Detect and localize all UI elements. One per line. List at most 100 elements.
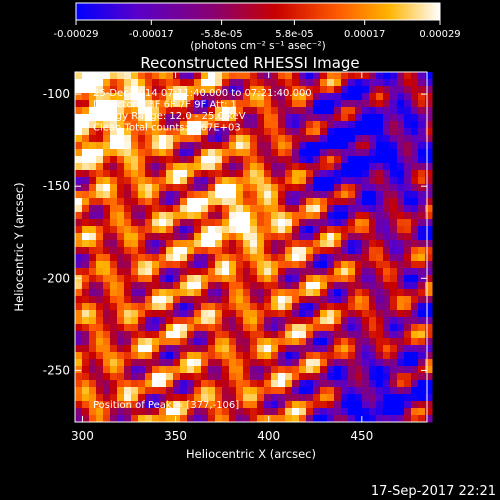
heatmap-cell (187, 205, 195, 213)
heatmap-cell (243, 317, 251, 325)
heatmap-cell (208, 331, 216, 339)
heatmap-cell (278, 86, 286, 94)
heatmap-cell (89, 93, 97, 101)
heatmap-cell (89, 156, 97, 164)
heatmap-cell (376, 233, 384, 241)
heatmap-cell (82, 387, 90, 395)
colorbar-tick-label: 0.00029 (419, 29, 460, 40)
heatmap-cell (103, 100, 111, 108)
heatmap-cell (201, 331, 209, 339)
heatmap-cell (327, 191, 335, 199)
heatmap-cell (292, 93, 300, 101)
heatmap-cell (362, 303, 370, 311)
heatmap-cell (306, 233, 314, 241)
heatmap-cell (82, 135, 90, 143)
heatmap-cell (425, 324, 433, 332)
heatmap-cell (299, 156, 307, 164)
heatmap-cell (257, 121, 265, 129)
heatmap-cell (404, 79, 412, 87)
heatmap-cell (208, 387, 216, 395)
heatmap-cell (292, 415, 300, 423)
heatmap-cell (250, 275, 258, 283)
heatmap-cell (173, 247, 181, 255)
heatmap-cell (383, 345, 391, 353)
heatmap-cell (390, 93, 398, 101)
heatmap-cell (222, 324, 230, 332)
heatmap-cell (285, 387, 293, 395)
heatmap-cell (292, 310, 300, 318)
heatmap-cell (369, 128, 377, 136)
heatmap-cell (362, 72, 370, 80)
heatmap-cell (348, 408, 356, 416)
heatmap-cell (145, 79, 153, 87)
heatmap-cell (425, 394, 433, 402)
heatmap-cell (96, 387, 104, 395)
colorbar-tick-label: -0.00029 (54, 29, 99, 40)
heatmap-cell (292, 373, 300, 381)
heatmap-cell (264, 219, 272, 227)
heatmap-cell (327, 135, 335, 143)
heatmap-cell (390, 317, 398, 325)
heatmap-cell (257, 317, 265, 325)
heatmap-cell (145, 352, 153, 360)
heatmap-cell (383, 233, 391, 241)
heatmap-cell (159, 135, 167, 143)
heatmap-cell (369, 268, 377, 276)
heatmap-cell (362, 142, 370, 150)
heatmap-cell (404, 219, 412, 227)
heatmap-cell (292, 408, 300, 416)
heatmap-cell (425, 415, 433, 423)
heatmap-cell (383, 254, 391, 262)
heatmap-cell (208, 121, 216, 129)
heatmap-cell (264, 275, 272, 283)
heatmap-cell (152, 233, 160, 241)
heatmap-cell (404, 296, 412, 304)
heatmap-cell (313, 387, 321, 395)
heatmap-cell (152, 198, 160, 206)
heatmap-cell (390, 184, 398, 192)
heatmap-cell (117, 212, 125, 220)
heatmap-cell (201, 226, 209, 234)
heatmap-cell (75, 282, 83, 290)
heatmap-cell (250, 289, 258, 297)
heatmap-cell (166, 86, 174, 94)
heatmap-cell (250, 387, 258, 395)
heatmap-cell (131, 268, 139, 276)
heatmap-cell (397, 289, 405, 297)
heatmap-cell (75, 303, 83, 311)
heatmap-cell (369, 205, 377, 213)
heatmap-cell (173, 149, 181, 157)
heatmap-cell (89, 163, 97, 171)
heatmap-cell (285, 100, 293, 108)
heatmap-cell (376, 72, 384, 80)
heatmap-cell (103, 79, 111, 87)
heatmap-cell (208, 79, 216, 87)
heatmap-cell (404, 212, 412, 220)
heatmap-cell (236, 352, 244, 360)
heatmap-cell (222, 135, 230, 143)
heatmap-cell (152, 359, 160, 367)
heatmap-cell (341, 366, 349, 374)
heatmap-cell (355, 170, 363, 178)
heatmap-cell (89, 261, 97, 269)
heatmap-cell (411, 408, 419, 416)
heatmap-cell (411, 198, 419, 206)
heatmap-cell (229, 373, 237, 381)
heatmap-cell (117, 275, 125, 283)
heatmap-cell (264, 254, 272, 262)
heatmap-cell (411, 345, 419, 353)
heatmap-cell (75, 100, 83, 108)
heatmap-cell (313, 345, 321, 353)
heatmap-cell (131, 415, 139, 423)
heatmap-cell (411, 135, 419, 143)
heatmap-cell (110, 72, 118, 80)
heatmap-cell (180, 100, 188, 108)
heatmap-cell (411, 380, 419, 388)
heatmap-cell (96, 226, 104, 234)
heatmap-cell (138, 226, 146, 234)
heatmap-cell (271, 93, 279, 101)
heatmap-cell (180, 177, 188, 185)
heatmap-cell (320, 394, 328, 402)
heatmap-cell (236, 177, 244, 185)
heatmap-cell (138, 401, 146, 409)
